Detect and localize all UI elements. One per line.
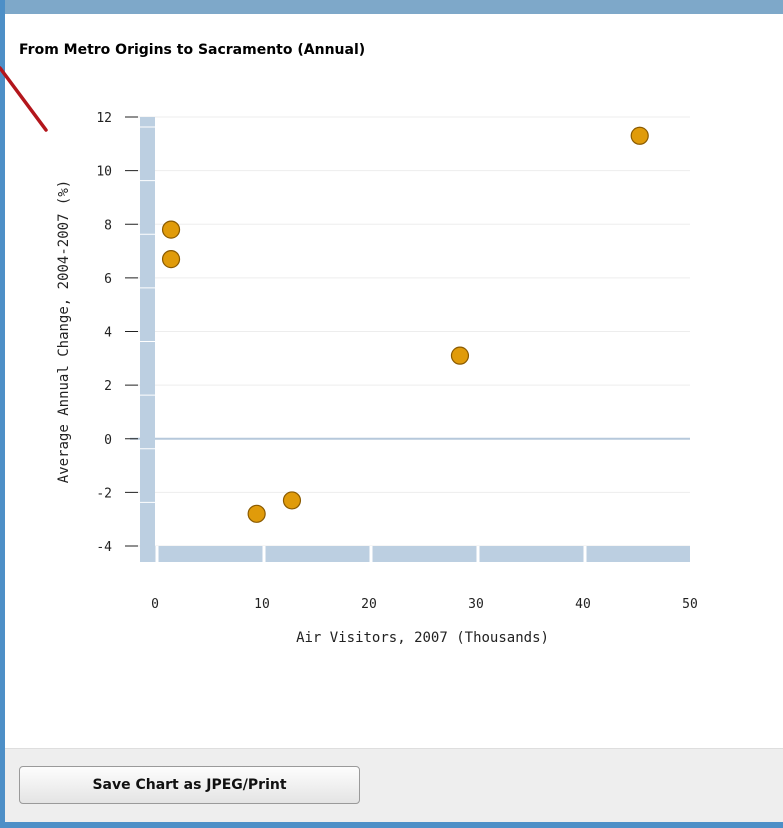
- y-tick-label: 4: [104, 326, 112, 341]
- x-tick-label: 30: [468, 597, 484, 612]
- y-tick-label: 2: [104, 379, 112, 394]
- y-tick-label: -2: [96, 486, 112, 501]
- data-point: [161, 220, 181, 239]
- y-tick-label: 6: [104, 272, 112, 287]
- x-tick-label: 50: [682, 597, 698, 612]
- y-axis-title: Average Annual Change, 2004-2007 (%): [56, 180, 72, 483]
- window-bottom-border: [0, 822, 783, 828]
- data-point: [161, 250, 181, 269]
- y-tick-label: 8: [104, 218, 112, 233]
- y-tick-label: 10: [96, 165, 112, 180]
- y-tick-label: -4: [96, 540, 112, 555]
- x-tick-label: 40: [575, 597, 591, 612]
- x-tick-label: 0: [151, 597, 159, 612]
- data-point: [450, 346, 470, 365]
- y-tick-label: 12: [96, 111, 112, 126]
- x-tick-label: 10: [254, 597, 270, 612]
- annotation-line: [0, 66, 48, 132]
- data-point: [247, 504, 266, 523]
- x-axis-title: Air Visitors, 2007 (Thousands): [296, 630, 549, 646]
- window-left-border: [0, 0, 5, 828]
- chart-title: From Metro Origins to Sacramento (Annual…: [19, 42, 366, 58]
- save-chart-button[interactable]: Save Chart as JPEG/Print: [19, 766, 360, 804]
- x-tick-label: 20: [361, 597, 377, 612]
- chart-panel: [5, 14, 783, 822]
- y-tick-label: 0: [104, 433, 112, 448]
- data-point: [630, 126, 649, 145]
- data-point: [282, 491, 302, 510]
- y-axis-band: [140, 117, 155, 562]
- window-top-border: [0, 0, 783, 14]
- x-axis-band: [140, 546, 690, 562]
